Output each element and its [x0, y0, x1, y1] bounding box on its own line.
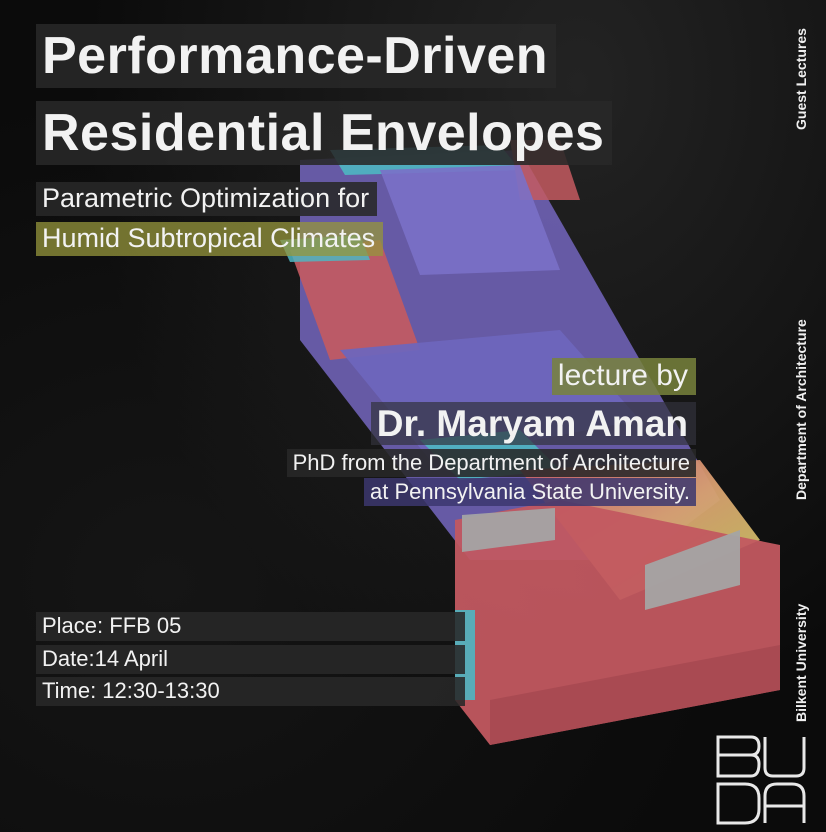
time-info: Time: 12:30-13:30 — [36, 677, 465, 706]
lower-grey-panel-left — [462, 508, 555, 552]
lecture-by-label: lecture by — [551, 358, 696, 395]
upper-red-block — [290, 240, 420, 360]
subtitle-line-2: Humid Subtropical Climates — [36, 222, 384, 256]
subtitle-line-1: Parametric Optimization for — [36, 182, 378, 216]
lower-front-face — [490, 645, 780, 745]
affiliation-line-1: PhD from the Department of Architecture — [286, 449, 696, 477]
date-info: Date:14 April — [36, 645, 465, 674]
department-label: Department of Architecture — [793, 319, 809, 500]
university-label: Bilkent University — [793, 603, 809, 722]
series-label: Guest Lectures — [793, 28, 809, 130]
buda-logo — [716, 735, 806, 825]
title-line-2: Residential Envelopes — [36, 101, 613, 165]
affiliation-line-2: at Pennsylvania State University. — [364, 478, 696, 506]
speaker-name: Dr. Maryam Aman — [370, 402, 696, 445]
lower-grey-panel-right — [645, 530, 740, 610]
title-line-1: Performance-Driven — [36, 24, 557, 88]
upper-purple-panel — [380, 165, 560, 275]
place-info: Place: FFB 05 — [36, 612, 465, 641]
